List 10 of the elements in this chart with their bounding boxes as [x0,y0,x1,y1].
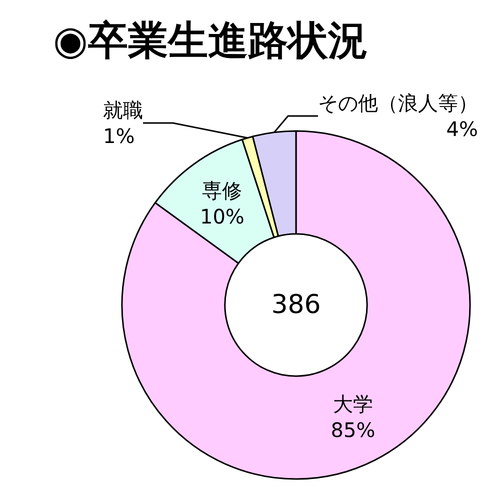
text: 386 [271,290,321,320]
data-label: 1% [103,124,135,148]
data-label: 4% [446,117,478,141]
chart-title: ◉卒業生進路状況 [53,18,368,64]
data-label: 85% [330,418,376,442]
slice-label: その他（浪人等） [318,91,478,115]
data-label: 10% [200,204,244,228]
slice-label: 就職 [103,98,143,122]
slice-label: 大学 [333,392,373,416]
slice-label: 専修 [202,178,242,202]
